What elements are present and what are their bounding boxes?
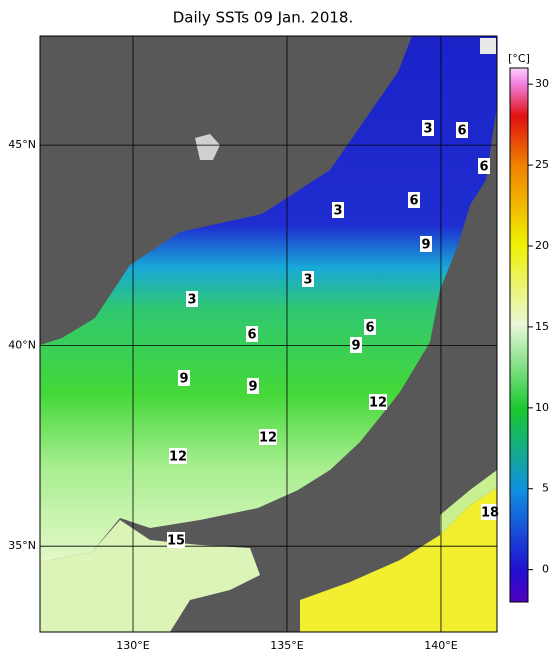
contour-label-box [247,378,259,394]
contour-label: 9 [351,339,360,354]
contour-label-box [369,394,387,410]
colorbar [509,67,529,603]
colorbar-tick-label: 30 [535,77,549,90]
lat-tick-label: 35°N [8,539,36,552]
contour-label: 15 [167,534,185,549]
lon-tick-label: 135°E [270,639,303,652]
contour-label: 9 [421,238,430,253]
contour-label-box [478,158,490,174]
colorbar-tick-label: 20 [535,239,549,252]
contour-label-box [350,337,362,353]
contour-label: 12 [259,431,277,446]
pacific [300,488,497,632]
contour-label: 9 [179,372,188,387]
contour-label-box [178,370,190,386]
contour-label: 3 [303,273,312,288]
contour-label-box [481,504,499,520]
south-sea [40,520,260,632]
lon-tick-label: 130°E [116,639,149,652]
contour-label: 3 [423,122,432,137]
contour-label: 6 [457,124,466,139]
lat-tick-label: 45°N [8,138,36,151]
contour-label: 6 [247,328,256,343]
graticule [40,36,497,632]
contour-label: 18 [481,506,499,521]
contour-label-box [420,236,432,252]
missing-data [480,38,496,54]
colorbar-tick-label: 5 [542,482,549,495]
title: Daily SSTs 09 Jan. 2018. [173,9,353,27]
contour-label-box [408,192,420,208]
map-frame [39,35,498,633]
contour-label: 12 [369,396,387,411]
sea-of-japan [40,36,497,562]
colorbar-tick-label: 10 [535,401,549,414]
contour-label-box [302,271,314,287]
contour-label-box [364,319,376,335]
colorbar-tick-label: 15 [535,320,549,333]
contour-label-box [259,429,277,445]
contour-label-box [246,326,258,342]
coastal-sea [440,470,497,535]
contour-label: 3 [187,293,196,308]
contour-label: 6 [479,160,488,175]
colorbar-tick-label: 0 [542,563,549,576]
island [195,134,220,160]
contour-label-box [422,120,434,136]
contour-label-box [456,122,468,138]
contour-label: 3 [333,204,342,219]
contour-label-box [167,532,185,548]
lat-tick-label: 40°N [8,339,36,352]
contour-label-box [332,202,344,218]
contour-label: 12 [169,450,187,465]
contour-label: 6 [409,194,418,209]
contour-label-box [186,291,198,307]
contour-label-box [169,448,187,464]
contour-label: 9 [248,380,257,395]
colorbar-unit: [°C] [508,52,530,65]
colorbar-tick-label: 25 [535,158,549,171]
contour-label: 6 [365,321,374,336]
lon-tick-label: 140°E [424,639,457,652]
